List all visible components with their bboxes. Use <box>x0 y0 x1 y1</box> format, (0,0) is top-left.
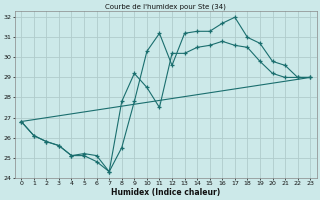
X-axis label: Humidex (Indice chaleur): Humidex (Indice chaleur) <box>111 188 220 197</box>
Title: Courbe de l'humidex pour Ste (34): Courbe de l'humidex pour Ste (34) <box>105 3 226 10</box>
